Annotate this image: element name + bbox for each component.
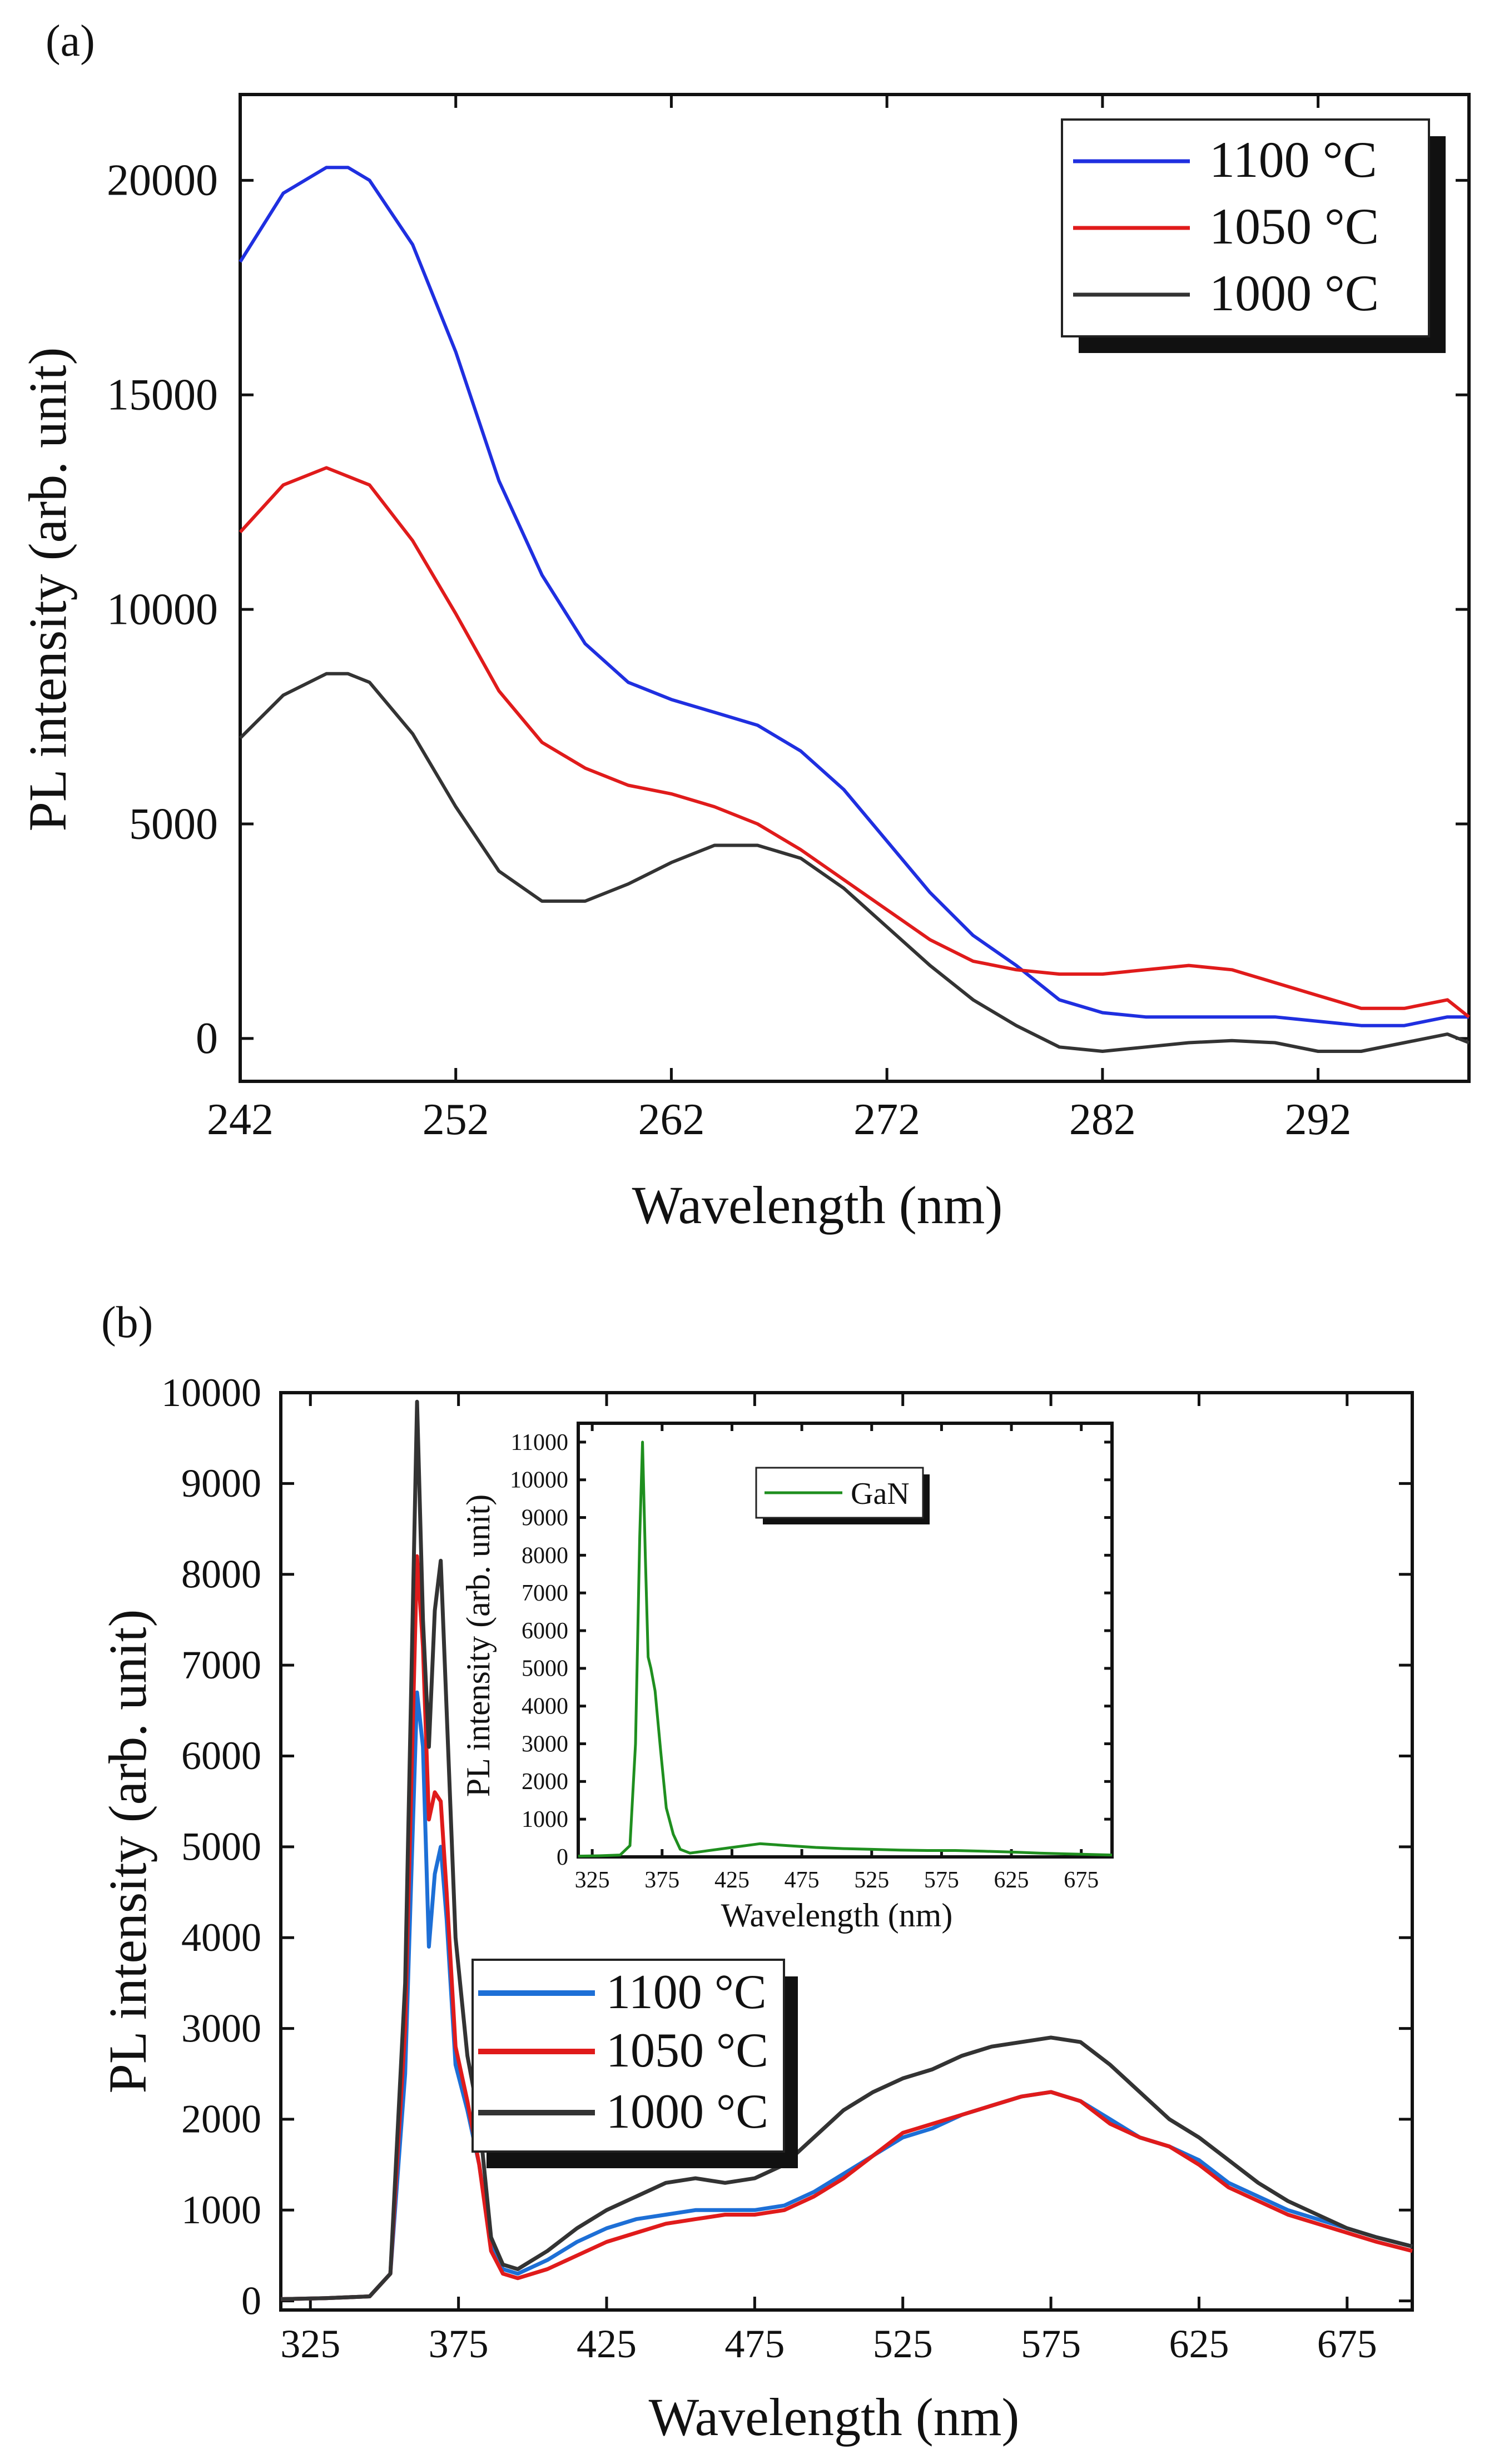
panel-b-y-tick-label-6000: 6000 (181, 1733, 261, 1778)
panel-b-series-line-1000c (280, 1399, 1413, 2301)
inset-series-line-gan (578, 1440, 1113, 1858)
inset-y-tick-label-0: 0 (557, 1845, 568, 1870)
inset-x-tick-label-375: 375 (644, 1867, 679, 1893)
legend-b-label-1100: 1100 °C (606, 1965, 767, 2019)
panel-b-x-tick-label-325: 325 (280, 2322, 340, 2366)
inset-x-tick-label-425: 425 (714, 1867, 750, 1893)
inset-y-axis-label: PL intensity (arb. unit) (460, 1494, 497, 1797)
panel-b-x-axis-label: Wavelength (nm) (649, 2387, 1020, 2447)
legend-b-label-1000: 1000 °C (606, 2085, 768, 2139)
panel-b-x-tick-label-525: 525 (873, 2322, 933, 2366)
panel-b-x-tick-label-375: 375 (429, 2322, 489, 2366)
panel-b-x-tick-label-425: 425 (577, 2322, 637, 2366)
legend-a-label-1000: 1000 °C (1209, 265, 1379, 321)
inset-y-tick-label-3000: 3000 (522, 1731, 568, 1757)
panel-b-label: (b) (101, 1298, 153, 1347)
panel-a-x-tick-label-242: 242 (207, 1095, 274, 1144)
panel-a-y-tick-label-20000: 20000 (107, 156, 218, 205)
panel-b-x-tick-label-625: 625 (1169, 2322, 1229, 2366)
inset-x-tick-label-625: 625 (994, 1867, 1029, 1893)
panel-b-y-tick-label-2000: 2000 (181, 2097, 261, 2142)
panel-a-x-tick-label-262: 262 (638, 1095, 704, 1144)
panel-b-y-tick-label-1000: 1000 (181, 2188, 261, 2232)
panel-b-x-tick-label-575: 575 (1021, 2322, 1081, 2366)
panel-a-series-line-1100c (239, 166, 1469, 1027)
inset-x-tick-label-575: 575 (924, 1867, 959, 1893)
inset-legend-label-gan: GaN (851, 1477, 910, 1511)
panel-b-y-tick-label-0: 0 (241, 2278, 261, 2323)
legend-b-label-1050: 1050 °C (606, 2024, 768, 2078)
inset-y-tick-label-7000: 7000 (522, 1581, 568, 1606)
panel-a: (a) 242 252 262 272 282 292 0 5000 10000 15000 20… (18, 17, 1471, 1235)
inset-x-axis-label: Wavelength (nm) (721, 1897, 953, 1934)
inset-y-tick-label-8000: 8000 (522, 1543, 568, 1568)
panel-b-legend: 1100 °C 1050 °C 1000 °C (471, 1959, 798, 2168)
panel-b-y-tick-label-4000: 4000 (181, 1915, 261, 1960)
inset-x-ticks: 325 375 425 475 525 575 625 675 (575, 1423, 1099, 1893)
panel-b-x-tick-label-675: 675 (1317, 2322, 1377, 2366)
inset-y-tick-label-1000: 1000 (522, 1807, 568, 1832)
legend-a-label-1050: 1050 °C (1209, 198, 1379, 255)
panel-b-plot-frame (279, 1391, 1414, 2312)
inset-y-tick-label-2000: 2000 (522, 1769, 568, 1795)
panel-b-x-tick-label-475: 475 (724, 2322, 785, 2366)
panel-a-series-line-1050c (239, 466, 1470, 1019)
inset-y-tick-label-10000: 10000 (510, 1468, 568, 1493)
panel-a-y-tick-label-5000: 5000 (129, 799, 218, 848)
inset-plot-frame (577, 1422, 1114, 1859)
panel-a-y-axis-label: PL intensity (arb. unit) (18, 347, 77, 832)
panel-a-y-tick-label-10000: 10000 (107, 585, 218, 634)
panel-b-series (280, 1399, 1413, 2301)
inset-x-tick-label-475: 475 (785, 1867, 820, 1893)
panel-a-label: (a) (46, 17, 95, 66)
inset-y-ticks: 0 1000 2000 3000 4000 5000 6000 7000 8000 9000 100… (510, 1430, 1112, 1870)
panel-b-y-tick-label-10000: 10000 (161, 1370, 261, 1415)
inset-y-tick-label-6000: 6000 (522, 1618, 568, 1644)
inset-x-tick-label-525: 525 (854, 1867, 889, 1893)
panel-a-y-ticks: 0 5000 10000 15000 20000 (107, 156, 1469, 1063)
inset-x-tick-label-325: 325 (575, 1867, 610, 1893)
panel-a-y-tick-label-15000: 15000 (107, 371, 218, 420)
panel-b-y-tick-label-7000: 7000 (181, 1643, 261, 1687)
inset-y-tick-label-11000: 11000 (511, 1430, 568, 1455)
panel-a-x-tick-label-272: 272 (853, 1095, 920, 1144)
inset-y-tick-label-5000: 5000 (522, 1656, 568, 1682)
panel-a-x-ticks: 242 252 262 272 282 292 (207, 95, 1352, 1144)
panel-a-plot-frame (239, 93, 1471, 1083)
panel-a-series (239, 166, 1470, 1053)
panel-b: (b) 325 375 425 475 525 575 625 675 0 1000 2000 30… (98, 1298, 1414, 2447)
inset-y-tick-label-4000: 4000 (522, 1694, 568, 1720)
panel-a-x-tick-label-292: 292 (1285, 1095, 1352, 1144)
panel-b-y-tick-label-8000: 8000 (181, 1552, 261, 1596)
panel-b-x-ticks: 325 375 425 475 525 575 625 675 (280, 1393, 1377, 2366)
panel-a-y-tick-label-0: 0 (196, 1014, 218, 1063)
panel-a-x-axis-label: Wavelength (nm) (632, 1175, 1003, 1235)
panel-a-series-line-1000c (239, 672, 1470, 1053)
inset-legend: GaN (755, 1467, 930, 1524)
panel-b-y-tick-label-3000: 3000 (181, 2006, 261, 2050)
panel-a-x-tick-label-282: 282 (1069, 1095, 1136, 1144)
panel-a-x-tick-label-252: 252 (423, 1095, 489, 1144)
inset-y-tick-label-9000: 9000 (522, 1505, 568, 1531)
panel-b-y-tick-label-9000: 9000 (181, 1461, 261, 1506)
legend-a-label-1100: 1100 °C (1209, 131, 1377, 188)
panel-b-y-axis-label: PL intensity (arb. unit) (98, 1609, 157, 2094)
panel-b-series-line-1050c (280, 1554, 1413, 2301)
panel-b-y-tick-label-5000: 5000 (181, 1825, 261, 1869)
panel-a-legend: 1100 °C 1050 °C 1000 °C (1061, 118, 1446, 353)
panel-b-y-ticks: 0 1000 2000 3000 4000 5000 6000 7000 8000 9000 100… (161, 1370, 1412, 2323)
panel-b-inset: 325 375 425 475 525 575 625 675 0 1000 2000 3000 40… (460, 1422, 1114, 1934)
inset-x-tick-label-675: 675 (1064, 1867, 1099, 1893)
inset-series (578, 1440, 1113, 1858)
